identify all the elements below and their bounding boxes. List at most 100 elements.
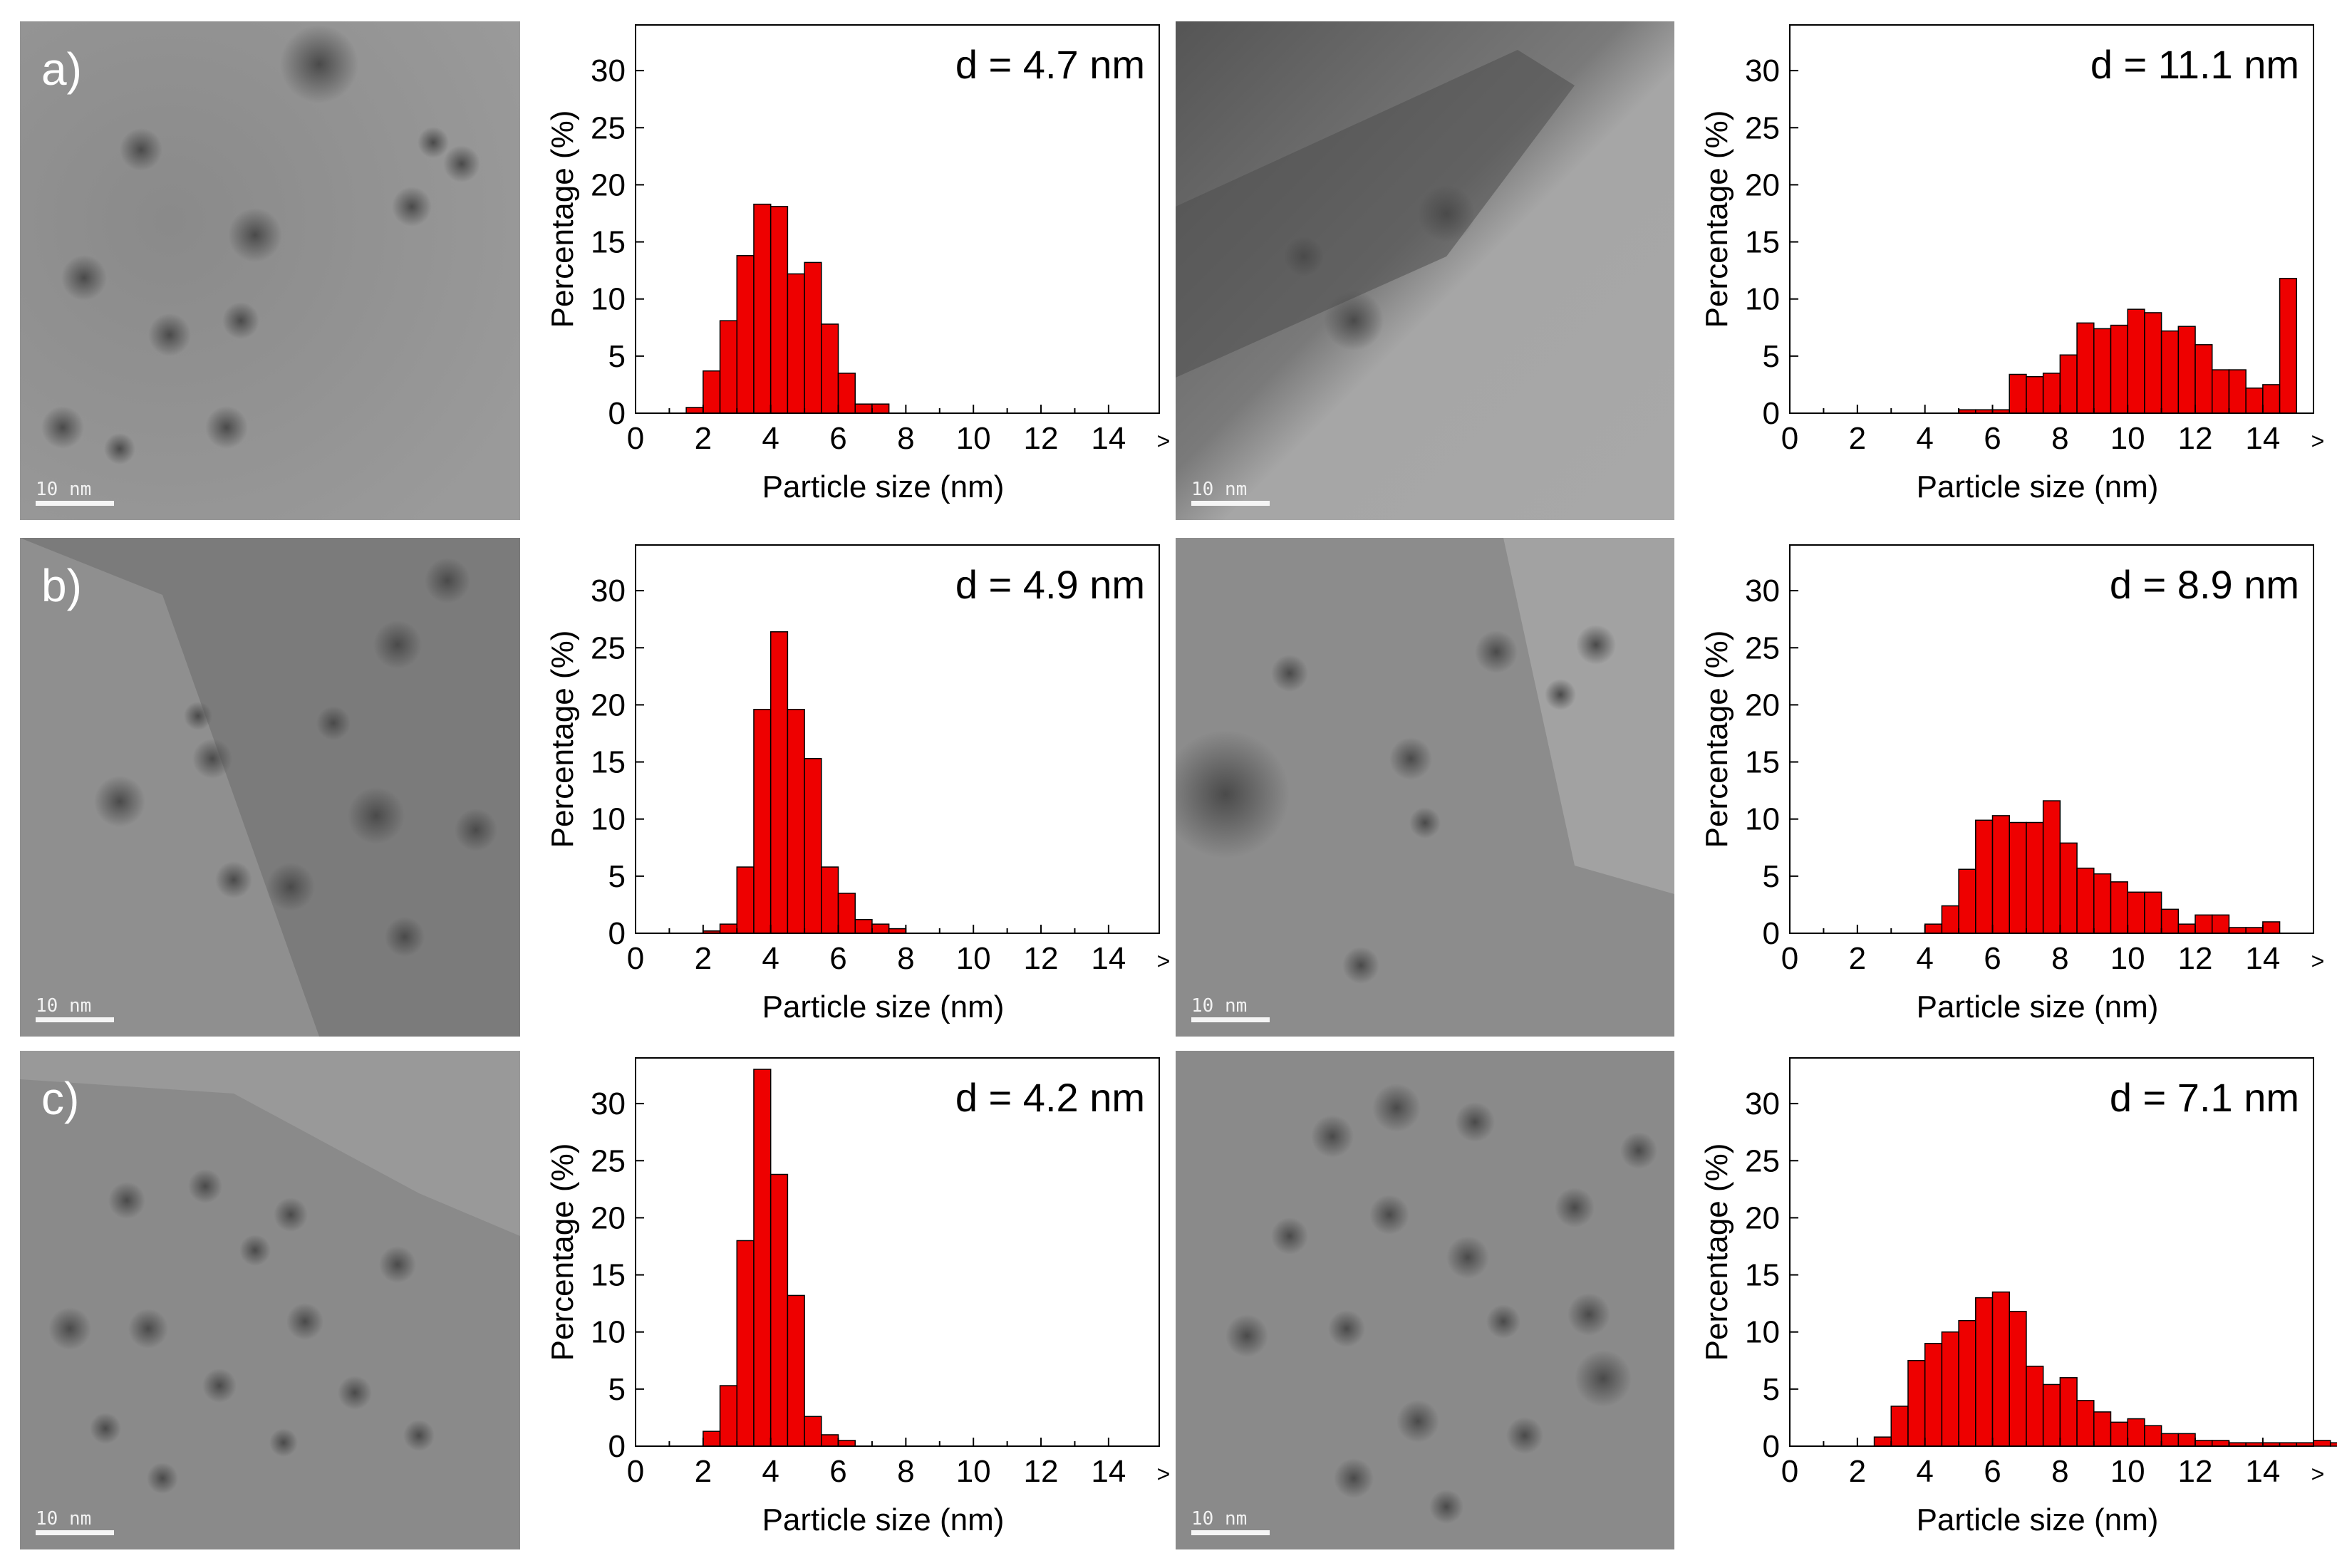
scale-bar — [1191, 1017, 1270, 1022]
plot-frame — [1789, 24, 2314, 414]
x-tick-label: 6 — [1984, 1454, 2001, 1489]
histogram-bar — [2262, 384, 2281, 414]
histogram-bar — [821, 1434, 839, 1447]
histogram-a-left: 0 5 10 15 20 25 30 0 2 4 6 8 10 12 14 > Particle size (n… — [545, 24, 1171, 504]
histogram-bar — [2076, 1400, 2095, 1447]
histogram-bar — [804, 261, 822, 414]
x-tick-label: 14 — [1091, 1454, 1126, 1489]
x-tick-label: 6 — [829, 941, 846, 976]
y-tick-label: 15 — [1745, 225, 1780, 260]
histogram-bar — [2262, 921, 2281, 934]
tem-texture — [1176, 21, 1674, 520]
mean-size-annotation: d = 4.7 nm — [955, 42, 1145, 87]
x-tick-label: 8 — [2051, 941, 2068, 976]
y-tick-label: 0 — [608, 916, 626, 951]
tem-texture — [1176, 538, 1674, 1037]
histogram-bar — [804, 1416, 822, 1447]
x-tick-label: 6 — [1984, 941, 2001, 976]
y-tick-label: 30 — [591, 1086, 626, 1121]
y-tick-label: 20 — [591, 687, 626, 722]
x-tick-label: 10 — [956, 941, 991, 976]
y-tick-label: 10 — [591, 802, 626, 837]
histogram-bar — [1975, 819, 1994, 934]
x-tick-label: 4 — [762, 421, 779, 456]
histogram-bar — [821, 866, 839, 934]
histogram-bar — [719, 923, 738, 934]
plot-frame — [635, 1057, 1160, 1447]
x-tick-label: 8 — [897, 1454, 914, 1489]
histogram-bar — [2211, 369, 2230, 414]
histogram-a-right: 0 5 10 15 20 25 30 0 2 4 6 8 10 12 14 > Particle size (n… — [1699, 24, 2324, 504]
x-tick-label: > — [1157, 948, 1171, 974]
histogram-bar — [2076, 322, 2095, 414]
plot-frame — [1789, 544, 2314, 934]
histogram-bar — [736, 1240, 755, 1447]
y-tick-label: 10 — [591, 1315, 626, 1350]
x-tick-label: 14 — [1091, 421, 1126, 456]
histogram-bar — [1941, 905, 1959, 934]
scale-bar-label: 10 nm — [1191, 1508, 1248, 1530]
x-tick-label: 4 — [1916, 1454, 1933, 1489]
histogram-bar — [2177, 1433, 2196, 1447]
histogram-bar — [2194, 914, 2213, 934]
y-axis-label: Percentage (%) — [1699, 630, 1734, 848]
histogram-bar — [2245, 927, 2264, 934]
histogram-bar — [2026, 375, 2044, 414]
x-tick-label: 6 — [829, 1454, 846, 1489]
x-tick-label: 8 — [2051, 1454, 2068, 1489]
y-axis-label: Percentage (%) — [1699, 110, 1734, 328]
x-tick-label: > — [1157, 428, 1171, 454]
y-tick-label: 15 — [1745, 745, 1780, 780]
y-tick-label: 15 — [1745, 1258, 1780, 1293]
x-tick-label: 12 — [1024, 941, 1059, 976]
y-tick-label: 20 — [591, 1200, 626, 1235]
tem-image-a-left: a) 10 nm — [20, 21, 520, 520]
y-tick-label: 30 — [591, 573, 626, 608]
histogram-bar — [753, 1069, 772, 1447]
x-tick-label: 2 — [695, 941, 712, 976]
y-tick-label: 10 — [591, 282, 626, 317]
histogram-bar — [1873, 1436, 1892, 1447]
histogram-bar — [2245, 387, 2264, 414]
x-tick-label: 0 — [1781, 1454, 1798, 1489]
x-tick-label: 10 — [2110, 1454, 2145, 1489]
histogram-bar — [2026, 821, 2044, 934]
x-tick-label: 10 — [956, 1454, 991, 1489]
mean-size-annotation: d = 8.9 nm — [2110, 562, 2299, 607]
y-tick-label: 10 — [1745, 802, 1780, 837]
mean-size-annotation: d = 11.1 nm — [2090, 42, 2299, 87]
histogram-bar — [2127, 308, 2145, 414]
x-tick-label: 12 — [1024, 1454, 1059, 1489]
y-tick-label: 15 — [591, 225, 626, 260]
histogram-c-right: 0 5 10 15 20 25 30 0 2 4 6 8 10 12 14 > Particle size (n… — [1699, 1057, 2337, 1537]
histogram-bar — [2127, 891, 2145, 934]
histogram-bar — [2160, 1433, 2180, 1447]
histogram-bar — [837, 1440, 856, 1447]
x-tick-label: 2 — [1849, 941, 1866, 976]
x-tick-label: 12 — [2178, 941, 2213, 976]
histogram-bar — [770, 631, 789, 934]
histogram-bar — [2093, 873, 2112, 934]
y-tick-label: 0 — [1763, 1429, 1780, 1464]
histogram-bar — [2076, 867, 2095, 934]
x-tick-label: 8 — [897, 421, 914, 456]
tem-texture — [20, 21, 520, 520]
histogram-bar — [2026, 1366, 2044, 1447]
x-tick-label: 8 — [2051, 421, 2068, 456]
histogram-bar — [2059, 354, 2078, 414]
histogram-bar — [1958, 1319, 1976, 1447]
histogram-bar — [1975, 1297, 1994, 1447]
histogram-bar — [2177, 923, 2196, 934]
histogram-bar — [1924, 1342, 1943, 1447]
histogram-b-right: 0 5 10 15 20 25 30 0 2 4 6 8 10 12 14 > Particle size (n… — [1699, 544, 2324, 1024]
x-tick-label: 0 — [1781, 421, 1798, 456]
y-tick-label: 5 — [608, 1372, 626, 1407]
tem-image-b-left: b) 10 nm — [20, 538, 520, 1037]
histogram-bar — [2144, 312, 2162, 414]
histogram-bar — [2279, 278, 2298, 414]
tem-texture — [20, 538, 520, 1037]
x-tick-label: 4 — [1916, 421, 1933, 456]
histogram-bar — [804, 758, 822, 934]
histogram-bar — [2228, 927, 2247, 934]
histogram-bar — [1941, 1331, 1959, 1447]
